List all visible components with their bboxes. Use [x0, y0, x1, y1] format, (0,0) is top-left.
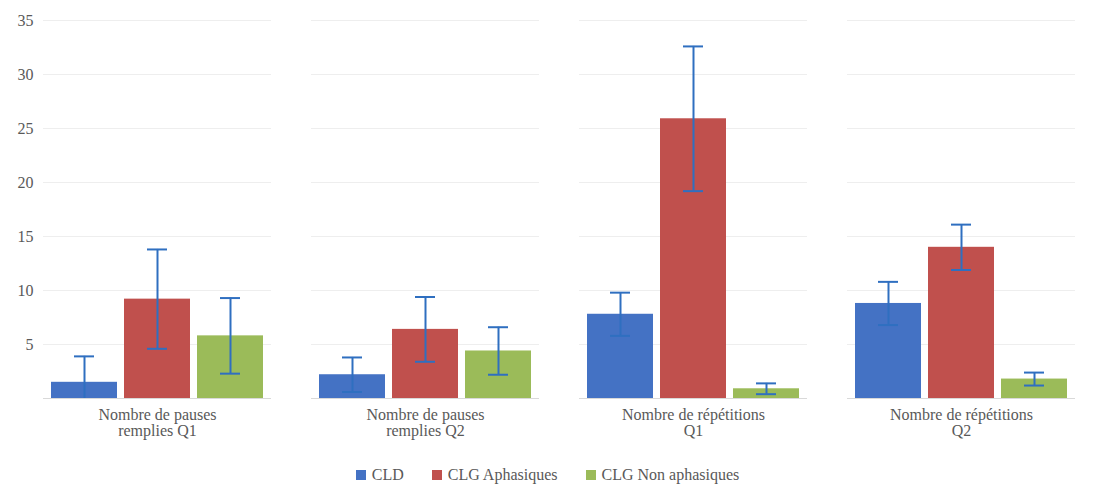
- html-text:CLG Aphasiques: CLG Aphasiques: [447, 466, 558, 483]
- svg-text:20: 20: [18, 174, 34, 191]
- svg-text:10: 10: [18, 282, 34, 299]
- svg-text:Nombre de répétitionsQ2: Nombre de répétitionsQ2: [890, 406, 1033, 439]
- svg-text:5: 5: [26, 336, 34, 353]
- svg-text:Nombre de pausesremplies Q2: Nombre de pausesremplies Q2: [366, 406, 484, 440]
- svg-text:15: 15: [18, 228, 34, 245]
- svg-text:30: 30: [18, 66, 34, 83]
- svg-text:35: 35: [18, 12, 34, 29]
- svg-text:25: 25: [18, 120, 34, 137]
- svg-text:Nombre de répétitionsQ1: Nombre de répétitionsQ1: [622, 406, 765, 439]
- html-text:CLD: CLD: [371, 466, 404, 483]
- svg-text:Nombre de pausesremplies Q1: Nombre de pausesremplies Q1: [98, 406, 216, 440]
- html-text:CLG Non aphasiques: CLG Non aphasiques: [601, 466, 740, 483]
